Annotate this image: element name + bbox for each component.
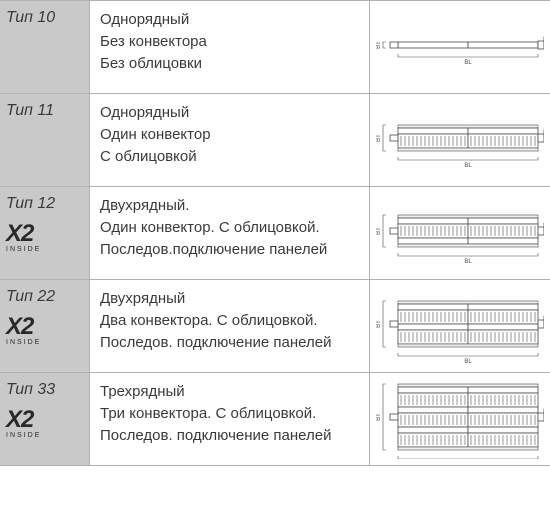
table-row: Тип 33 X2INSIDE ТрехрядныйТри конвектора. … (0, 373, 550, 466)
svg-text:BL: BL (464, 259, 472, 265)
description-line: Последов. подключение панелей (100, 332, 359, 354)
description-cell: Двухрядный.Один конвектор. С облицовкой.… (90, 187, 370, 279)
inside-label: INSIDE (6, 432, 41, 439)
description-line: Последов. подключение панелей (100, 425, 359, 447)
type-label: Тип 33 (6, 381, 55, 399)
diagram-cell: BT BL (370, 187, 550, 279)
x2-badge: X2 (6, 223, 33, 245)
type-cell: Тип 10 (0, 1, 90, 93)
description-line: Трехрядный (100, 381, 359, 403)
svg-text:BT: BT (376, 41, 382, 49)
type-label: Тип 10 (6, 9, 55, 27)
svg-text:BT: BT (376, 134, 382, 142)
svg-text:BL: BL (464, 163, 472, 169)
table-row: Тип 11 ОднорядныйОдин конвекторС облицовк… (0, 94, 550, 187)
type-cell: Тип 22 X2INSIDE (0, 280, 90, 372)
x2-badge: X2 (6, 409, 33, 431)
svg-text:BT: BT (376, 227, 382, 235)
x2-badge: X2 (6, 316, 33, 338)
svg-text:BL: BL (464, 60, 472, 66)
svg-text:BL: BL (464, 359, 472, 365)
description-cell: ТрехрядныйТри конвектора. С облицовкой.П… (90, 373, 370, 465)
table-row: Тип 12 X2INSIDE Двухрядный.Один конвектор.… (0, 187, 550, 280)
description-line: Два конвектора. С облицовкой. (100, 310, 359, 332)
type-cell: Тип 33 X2INSIDE (0, 373, 90, 465)
inside-label: INSIDE (6, 339, 41, 346)
description-cell: ОднорядныйОдин конвекторС облицовкой (90, 94, 370, 186)
svg-text:BT: BT (376, 413, 382, 421)
description-line: Три конвектора. С облицовкой. (100, 403, 359, 425)
description-cell: ДвухрядныйДва конвектора. С облицовкой.П… (90, 280, 370, 372)
type-label: Тип 22 (6, 288, 55, 306)
svg-text:BT: BT (376, 320, 382, 328)
diagram-cell: BT BL (370, 1, 550, 93)
diagram-cell: BTBL (370, 373, 550, 465)
inside-label: INSIDE (6, 246, 41, 253)
description-line: Один конвектор. С облицовкой. (100, 217, 359, 239)
type-label: Тип 11 (6, 102, 54, 120)
description-line: С облицовкой (100, 146, 359, 168)
description-line: Двухрядный. (100, 195, 359, 217)
radiator-type-table: Тип 10ОднорядныйБез конвектораБез облицо… (0, 0, 550, 466)
description-line: Однорядный (100, 102, 359, 124)
description-line: Без облицовки (100, 53, 359, 75)
description-line: Последов.подключение панелей (100, 239, 359, 261)
description-line: Без конвектора (100, 31, 359, 53)
diagram-cell: BT BL (370, 94, 550, 186)
description-line: Однорядный (100, 9, 359, 31)
type-cell: Тип 12 X2INSIDE (0, 187, 90, 279)
description-cell: ОднорядныйБез конвектораБез облицовки (90, 1, 370, 93)
table-row: Тип 10 ОднорядныйБез конвектораБез облицо… (0, 0, 550, 94)
description-line: Двухрядный (100, 288, 359, 310)
type-cell: Тип 11 (0, 94, 90, 186)
description-line: Один конвектор (100, 124, 359, 146)
diagram-cell: BT BL (370, 280, 550, 372)
table-row: Тип 22 X2INSIDE ДвухрядныйДва конвектора. … (0, 280, 550, 373)
type-label: Тип 12 (6, 195, 55, 213)
